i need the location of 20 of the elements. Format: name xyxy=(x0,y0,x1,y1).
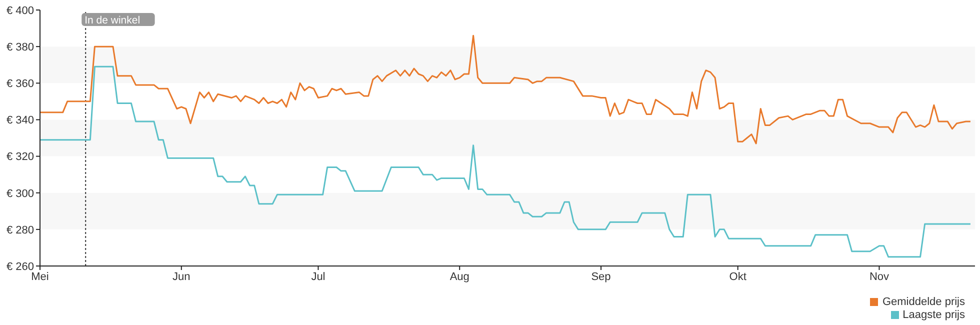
y-tick-label: € 360 xyxy=(6,78,34,90)
legend-label: Laagste prijs xyxy=(902,309,965,321)
line-series xyxy=(40,66,972,258)
x-tick-label: Mei xyxy=(31,270,49,283)
legend-label: Gemiddelde prijs xyxy=(882,296,965,308)
y-tick-label: € 260 xyxy=(6,260,34,273)
y-tick-label: € 320 xyxy=(6,151,34,164)
y-tick-label: € 400 xyxy=(6,4,34,17)
ref-line-label: In de winkel xyxy=(84,14,140,26)
x-tick-label: Okt xyxy=(729,270,746,283)
x-tick-label: Sep xyxy=(591,270,611,283)
x-tick-label: Nov xyxy=(869,270,890,283)
x-tick-label: Jul xyxy=(311,270,326,283)
line-series xyxy=(40,34,972,144)
y-tick-label: € 280 xyxy=(6,224,34,236)
y-tick-label: € 340 xyxy=(6,114,34,127)
y-tick-label: € 300 xyxy=(6,188,34,200)
x-tick-label: Jun xyxy=(172,270,190,283)
y-tick-label: € 380 xyxy=(6,41,34,54)
x-tick-label: Aug xyxy=(450,270,470,283)
